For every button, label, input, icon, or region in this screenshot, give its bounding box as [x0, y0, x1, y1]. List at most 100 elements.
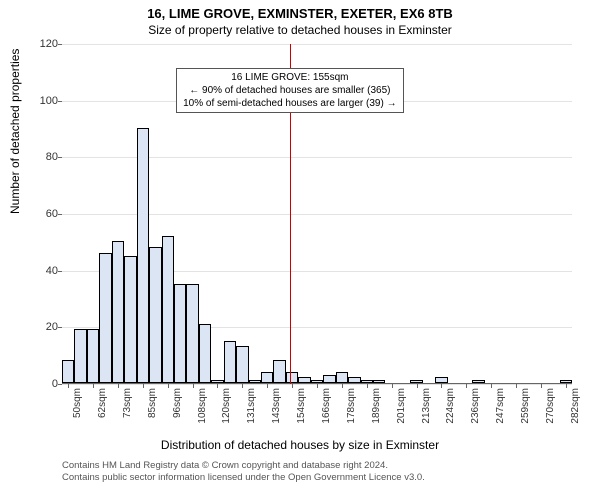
xtick-mark [541, 384, 542, 388]
histogram-bar [224, 341, 236, 384]
xtick-mark [417, 384, 418, 388]
histogram-bar [311, 380, 323, 383]
histogram-bar [62, 360, 74, 383]
histogram-bar [472, 380, 484, 383]
ytick-label: 0 [18, 378, 58, 390]
xtick-label: 50sqm [72, 388, 83, 418]
histogram-bar [186, 284, 198, 383]
histogram-bar [99, 253, 111, 383]
histogram-bar [87, 329, 99, 383]
annot-line-1: 16 LIME GROVE: 155sqm [183, 71, 396, 84]
plot-region: 16 LIME GROVE: 155sqm← 90% of detached h… [62, 44, 572, 384]
xtick-label: 189sqm [371, 388, 382, 424]
xtick-mark [93, 384, 94, 388]
chart-subtitle: Size of property relative to detached ho… [0, 21, 600, 37]
xtick-label: 201sqm [396, 388, 407, 424]
xtick-mark [491, 384, 492, 388]
xtick-label: 62sqm [97, 388, 108, 418]
ytick-mark [58, 327, 62, 328]
xtick-label: 85sqm [147, 388, 158, 418]
xtick-label: 213sqm [421, 388, 432, 424]
ytick-label: 60 [18, 208, 58, 220]
histogram-bar [323, 375, 335, 384]
y-axis-label: Number of detached properties [8, 49, 22, 214]
xtick-label: 73sqm [122, 388, 133, 418]
xtick-mark [367, 384, 368, 388]
histogram-bar [74, 329, 86, 383]
chart-container: 16, LIME GROVE, EXMINSTER, EXETER, EX6 8… [0, 0, 600, 500]
footer-line-2: Contains public sector information licen… [62, 472, 425, 484]
xtick-label: 131sqm [246, 388, 257, 424]
histogram-bar [410, 380, 422, 383]
xtick-label: 166sqm [321, 388, 332, 424]
histogram-bar [261, 372, 273, 383]
xtick-label: 236sqm [470, 388, 481, 424]
ytick-mark [58, 214, 62, 215]
xtick-mark [242, 384, 243, 388]
annotation-box: 16 LIME GROVE: 155sqm← 90% of detached h… [176, 68, 403, 113]
ytick-label: 80 [18, 151, 58, 163]
ytick-mark [58, 157, 62, 158]
ytick-label: 120 [18, 38, 58, 50]
xtick-label: 282sqm [570, 388, 581, 424]
xtick-label: 120sqm [221, 388, 232, 424]
xtick-label: 259sqm [520, 388, 531, 424]
histogram-bar [336, 372, 348, 383]
annot-line-2: ← 90% of detached houses are smaller (36… [183, 84, 396, 97]
xtick-mark [292, 384, 293, 388]
xtick-mark [441, 384, 442, 388]
ytick-label: 20 [18, 321, 58, 333]
histogram-bar [124, 256, 136, 384]
xtick-mark [193, 384, 194, 388]
ytick-label: 40 [18, 265, 58, 277]
xtick-mark [566, 384, 567, 388]
xtick-label: 178sqm [346, 388, 357, 424]
xtick-mark [68, 384, 69, 388]
histogram-bar [112, 241, 124, 383]
histogram-bar [435, 377, 447, 383]
histogram-bar [137, 128, 149, 383]
histogram-bar [199, 324, 211, 384]
xtick-mark [342, 384, 343, 388]
ytick-mark [58, 101, 62, 102]
xtick-mark [392, 384, 393, 388]
x-axis-label: Distribution of detached houses by size … [0, 438, 600, 452]
histogram-bar [149, 247, 161, 383]
ytick-label: 100 [18, 95, 58, 107]
xtick-mark [143, 384, 144, 388]
xtick-mark [516, 384, 517, 388]
xtick-mark [267, 384, 268, 388]
chart-area: 16 LIME GROVE: 155sqm← 90% of detached h… [62, 44, 572, 384]
annot-line-3: 10% of semi-detached houses are larger (… [183, 97, 396, 110]
xtick-mark [217, 384, 218, 388]
grid-line [62, 44, 572, 45]
histogram-bar [373, 380, 385, 383]
xtick-label: 96sqm [172, 388, 183, 418]
ytick-mark [58, 384, 62, 385]
xtick-label: 247sqm [495, 388, 506, 424]
footer-line-1: Contains HM Land Registry data © Crown c… [62, 460, 425, 472]
histogram-bar [348, 377, 360, 383]
xtick-label: 108sqm [197, 388, 208, 424]
histogram-bar [249, 380, 261, 383]
xtick-mark [168, 384, 169, 388]
histogram-bar [236, 346, 248, 383]
histogram-bar [560, 380, 572, 383]
chart-title: 16, LIME GROVE, EXMINSTER, EXETER, EX6 8… [0, 0, 600, 21]
xtick-mark [466, 384, 467, 388]
footer-attribution: Contains HM Land Registry data © Crown c… [62, 460, 425, 485]
xtick-mark [317, 384, 318, 388]
xtick-label: 154sqm [296, 388, 307, 424]
histogram-bar [298, 377, 310, 383]
xtick-mark [118, 384, 119, 388]
histogram-bar [273, 360, 285, 383]
ytick-mark [58, 44, 62, 45]
histogram-bar [174, 284, 186, 383]
histogram-bar [162, 236, 174, 383]
xtick-label: 224sqm [445, 388, 456, 424]
histogram-bar [286, 372, 298, 383]
xtick-label: 270sqm [545, 388, 556, 424]
xtick-label: 143sqm [271, 388, 282, 424]
ytick-mark [58, 271, 62, 272]
histogram-bar [361, 380, 373, 383]
